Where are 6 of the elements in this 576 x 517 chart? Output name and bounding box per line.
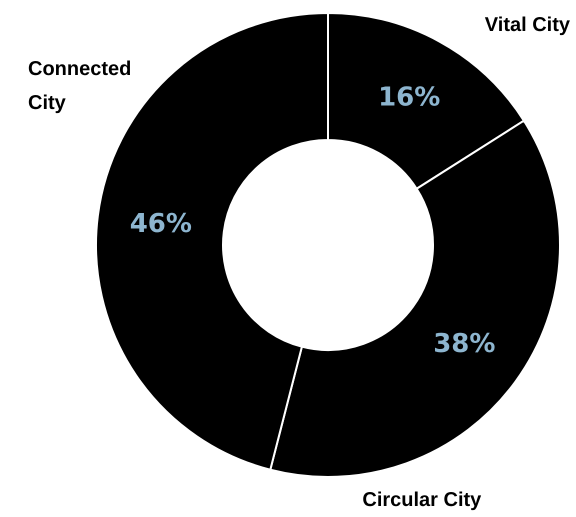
slice-label: Circular City [362,489,482,511]
data-label: 46% [130,208,192,239]
slice-label: Connected City [28,58,137,114]
data-label: 38% [433,329,496,360]
data-label: 16% [378,82,440,112]
slice-label: Vital City [484,14,571,36]
